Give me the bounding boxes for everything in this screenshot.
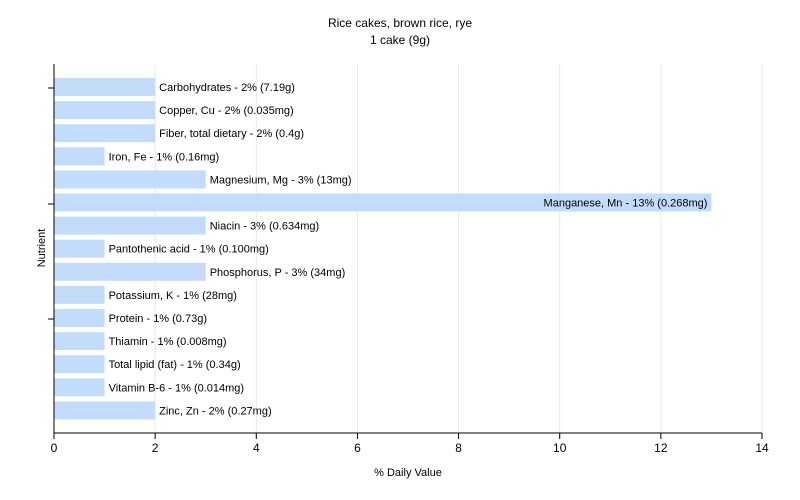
y-axis-label: Nutrient (36, 229, 48, 268)
chart-title: Rice cakes, brown rice, rye (328, 16, 472, 30)
bar-label: Pantothenic acid - 1% (0.100mg) (109, 244, 269, 256)
bar (54, 147, 105, 166)
bar-label: Carbohydrates - 2% (7.19g) (159, 82, 295, 94)
bar (54, 309, 105, 327)
chart-subtitle: 1 cake (9g) (370, 33, 430, 47)
bar-label: Zinc, Zn - 2% (0.27mg) (159, 405, 271, 417)
bar-label: Manganese, Mn - 13% (0.268mg) (544, 198, 708, 210)
bar (54, 239, 105, 258)
bar-label: Fiber, total dietary - 2% (0.4g) (159, 128, 304, 140)
x-axis-label: % Daily Value (374, 467, 442, 479)
bar-label: Magnesium, Mg - 3% (13mg) (210, 174, 352, 186)
bars: Carbohydrates - 2% (7.19g) Copper, Cu - 2… (54, 78, 712, 420)
bar (54, 78, 156, 96)
bar-label: Vitamin B-6 - 1% (0.014mg) (109, 382, 245, 394)
x-tick-label: 14 (755, 441, 769, 455)
bar (54, 170, 206, 189)
x-tick-label: 2 (152, 441, 159, 455)
x-tick-label: 4 (253, 441, 260, 455)
bar-label: Copper, Cu - 2% (0.035mg) (159, 105, 294, 117)
bar (54, 262, 206, 281)
x-tick-label: 8 (455, 441, 462, 455)
bar (54, 401, 156, 420)
bar (54, 285, 105, 304)
bar-label: Iron, Fe - 1% (0.16mg) (109, 151, 220, 163)
x-tick-label: 12 (654, 441, 668, 455)
bar-label: Phosphorus, P - 3% (34mg) (210, 267, 346, 279)
bar (54, 124, 156, 143)
bar (54, 193, 712, 212)
grid (154, 64, 763, 433)
bar (54, 378, 105, 397)
x-tick-label: 10 (553, 441, 567, 455)
bar (54, 216, 206, 235)
axes: 0 2 4 6 8 10 12 14 (48, 64, 769, 455)
bar-label: Thiamin - 1% (0.008mg) (109, 336, 227, 348)
bar-label: Total lipid (fat) - 1% (0.34g) (109, 359, 241, 371)
bar (54, 355, 105, 374)
bar (54, 332, 105, 351)
bar (54, 101, 156, 120)
bar-label: Potassium, K - 1% (28mg) (109, 290, 237, 302)
x-tick-label: 6 (354, 441, 361, 455)
bar-label: Niacin - 3% (0.634mg) (210, 221, 319, 233)
x-tick-label: 0 (51, 441, 58, 455)
bar-label: Protein - 1% (0.73g) (109, 313, 207, 325)
